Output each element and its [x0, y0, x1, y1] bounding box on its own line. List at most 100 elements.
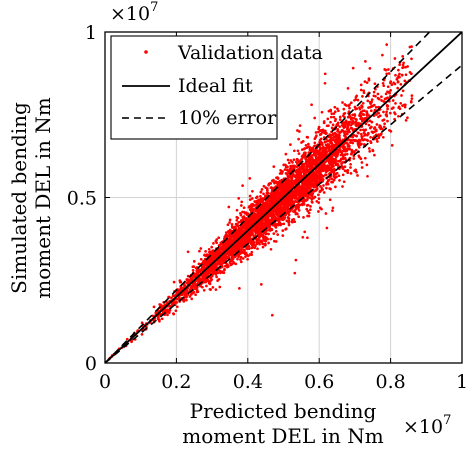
scatter-point [308, 163, 312, 167]
scatter-point [326, 182, 330, 186]
scatter-point [304, 199, 308, 202]
scatter-point [321, 128, 325, 132]
scatter-point [362, 89, 366, 93]
scatter-point [293, 220, 297, 224]
scatter-point [225, 255, 229, 259]
scatter-point [329, 108, 333, 112]
scatter-point [317, 197, 321, 201]
scatter-point [338, 148, 342, 151]
scatter-point [307, 193, 310, 197]
scatter-point [225, 263, 229, 267]
scatter-point [331, 157, 334, 161]
scatter-point [404, 73, 408, 77]
scatter-point [297, 168, 300, 171]
scatter-point [342, 157, 345, 161]
scatter-point [291, 161, 294, 164]
scatter-point [296, 149, 300, 153]
scatter-point [307, 179, 311, 183]
scatter-point [356, 124, 360, 127]
scatter-point [241, 257, 245, 260]
scatter-point [269, 194, 273, 197]
scatter-point [245, 253, 249, 257]
scatter-point [349, 152, 353, 156]
scatter-point [354, 134, 358, 138]
scatter-point [299, 188, 302, 192]
scatter-point [331, 143, 334, 146]
scatter-point [301, 155, 305, 159]
scatter-point [235, 228, 238, 232]
scatter-point [389, 81, 392, 85]
scatter-point [362, 91, 366, 95]
scatter-point [218, 269, 222, 273]
scatter-point [361, 101, 365, 105]
scatter-point [373, 82, 377, 86]
scatter-point [286, 174, 290, 178]
scatter-point [386, 119, 389, 123]
scatter-point [239, 204, 243, 207]
x-tick-label: 0 [99, 371, 111, 393]
scatter-point [317, 174, 321, 178]
scatter-point [239, 212, 242, 215]
scatter-point [381, 81, 385, 85]
scatter-point [308, 208, 312, 212]
scatter-point [332, 153, 336, 157]
scatter-point [350, 150, 354, 153]
scatter-point [274, 230, 278, 233]
scatter-point [219, 258, 223, 262]
scatter-point [266, 222, 269, 226]
scatter-point [332, 115, 336, 119]
scatter-point [328, 163, 332, 167]
scatter-point [319, 163, 323, 167]
scatter-point [291, 191, 294, 195]
scatter-point [393, 57, 397, 60]
scatter-point [212, 242, 215, 245]
scatter-point [209, 280, 212, 283]
scatter-point [259, 194, 262, 198]
scatter-point [250, 250, 254, 254]
scatter-point [398, 72, 401, 76]
scatter-point [276, 233, 280, 236]
scatter-point [160, 317, 164, 321]
scatter-point [328, 139, 331, 142]
scatter-point [387, 72, 391, 75]
y-multiplier: ×107 [110, 0, 158, 25]
scatter-point [402, 61, 405, 65]
scatter-point [377, 133, 381, 136]
scatter-point [282, 222, 286, 226]
scatter-point [235, 218, 239, 222]
scatter-point [373, 153, 376, 157]
scatter-point [167, 311, 171, 314]
scatter-point [355, 170, 358, 174]
scatter-point [296, 190, 300, 193]
scatter-point [254, 213, 257, 217]
scatter-point [401, 55, 405, 58]
scatter-point [208, 282, 212, 286]
scatter-point [332, 138, 336, 142]
scatter-point [356, 98, 360, 102]
scatter-point [249, 240, 252, 243]
scatter-point [301, 170, 305, 174]
scatter-point [315, 175, 318, 178]
scatter-point [309, 157, 312, 161]
scatter-point [206, 269, 210, 273]
scatter-point [322, 150, 326, 153]
scatter-point [397, 114, 400, 118]
scatter-point [241, 215, 245, 219]
scatter-point [341, 161, 344, 164]
scatter-point [276, 188, 280, 192]
scatter-point [282, 163, 286, 167]
scatter-point [301, 153, 305, 157]
scatter-point [373, 130, 376, 134]
scatter-point [279, 181, 283, 184]
scatter-point [323, 81, 327, 85]
scatter-point [398, 63, 401, 67]
scatter-point [284, 228, 287, 231]
scatter-point [270, 313, 274, 317]
scatter-point [292, 217, 296, 221]
scatter-point [410, 72, 413, 76]
scatter-point [278, 210, 282, 213]
scatter-point [254, 225, 257, 229]
scatter-point [331, 209, 334, 212]
scatter-point [349, 101, 353, 105]
